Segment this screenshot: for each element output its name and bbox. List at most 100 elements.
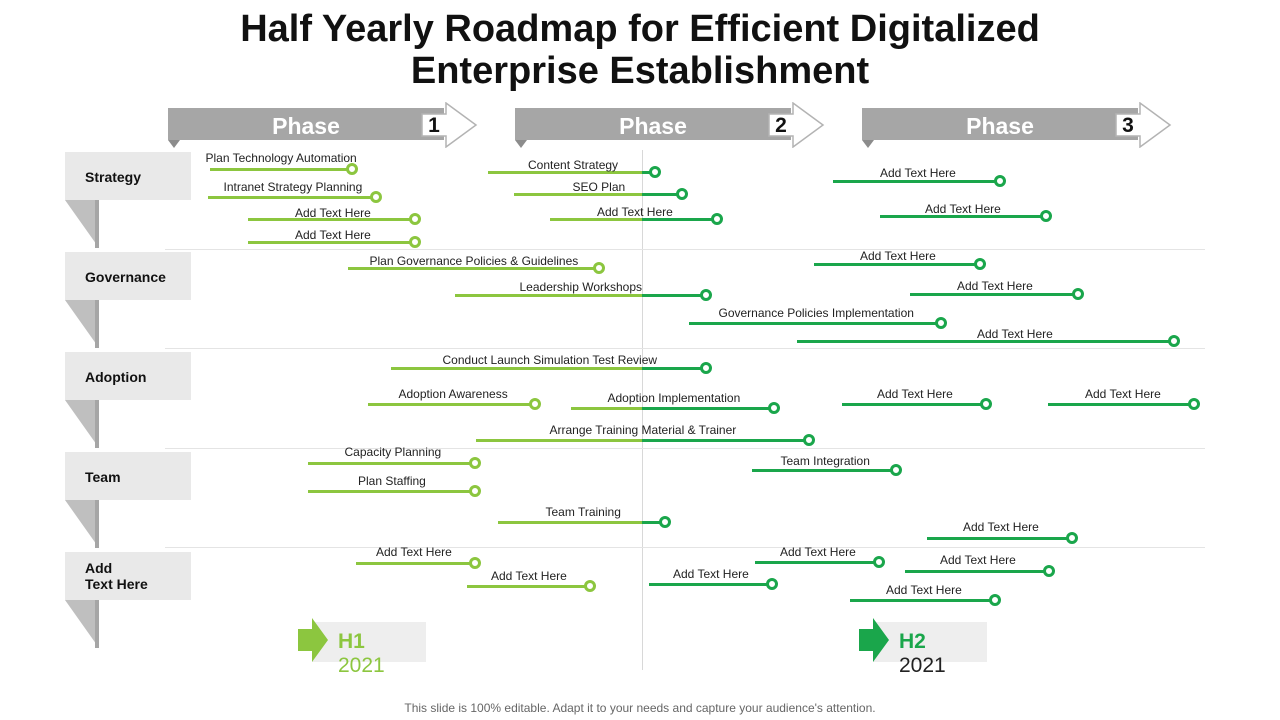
- task-milestone-dot: [989, 594, 1001, 606]
- task-milestone-dot: [1168, 335, 1180, 347]
- task-label: Add Text Here: [860, 249, 936, 263]
- task-label: Add Text Here: [977, 327, 1053, 341]
- task-label: Team Training: [545, 505, 621, 519]
- task-bar-line: [910, 293, 1078, 296]
- title-line-1: Half Yearly Roadmap for Efficient Digita…: [240, 8, 1040, 50]
- task-milestone-dot: [935, 317, 947, 329]
- row-fold-shape: [65, 600, 99, 648]
- h2-arrow-icon: [859, 618, 889, 662]
- row-label-text: Adoption: [85, 369, 147, 385]
- task-bar-line: [476, 439, 642, 442]
- task-bar-line: [642, 521, 665, 524]
- task-bar-line: [814, 263, 980, 266]
- task-milestone-dot: [469, 457, 481, 469]
- phase-label: Phase: [272, 113, 340, 139]
- row-label-adoption: Adoption: [65, 352, 191, 400]
- row-separator: [165, 547, 1205, 548]
- task-bar-line: [1048, 403, 1194, 406]
- task-bar-line: [850, 599, 995, 602]
- task-label: Content Strategy: [528, 158, 619, 172]
- task-bar-line: [642, 439, 809, 442]
- task-label: Add Text Here: [940, 553, 1016, 567]
- task-bar-line: [467, 585, 590, 588]
- task-bar-line: [880, 215, 1046, 218]
- task-label: Add Text Here: [295, 206, 371, 220]
- task-label: Plan Governance Policies & Guidelines: [369, 254, 579, 268]
- task-bar-line: [797, 340, 1174, 343]
- task-label: Add Text Here: [295, 228, 371, 242]
- task-label: Team Integration: [780, 454, 870, 468]
- task-label: Plan Technology Automation: [205, 151, 357, 165]
- task-bar-line: [498, 521, 642, 524]
- task-bar-line: [642, 193, 682, 196]
- task-milestone-dot: [700, 362, 712, 374]
- phase-arrow-shape: [515, 102, 825, 148]
- h1-year: 2021: [338, 654, 385, 677]
- task-milestone-dot: [469, 485, 481, 497]
- task-milestone-dot: [409, 213, 421, 225]
- task-milestone-dot: [873, 556, 885, 568]
- task-label: Add Text Here: [963, 520, 1039, 534]
- task-bar-line: [348, 267, 599, 270]
- task-bar-line: [488, 171, 642, 174]
- task-label: Capacity Planning: [344, 445, 442, 459]
- task-bar-line: [642, 367, 706, 370]
- page-title: Half Yearly Roadmap for Efficient Digita…: [0, 8, 1280, 92]
- task-milestone-dot: [766, 578, 778, 590]
- task-milestone-dot: [584, 580, 596, 592]
- half-year-divider: [642, 150, 643, 670]
- task-label: Add Text Here: [780, 545, 856, 559]
- task-label: Add Text Here: [886, 583, 962, 597]
- h1-label: H1 2021: [338, 630, 385, 678]
- task-bar-line: [927, 537, 1072, 540]
- phase-label: Phase: [619, 113, 687, 139]
- task-label: Add Text Here: [925, 202, 1001, 216]
- row-fold-shape: [65, 500, 99, 548]
- row-label-governance: Governance: [65, 252, 191, 300]
- task-bar-line: [208, 196, 376, 199]
- task-milestone-dot: [1188, 398, 1200, 410]
- task-milestone-dot: [700, 289, 712, 301]
- task-label: Adoption Awareness: [398, 387, 508, 401]
- task-bar-line: [391, 367, 642, 370]
- task-milestone-dot: [1043, 565, 1055, 577]
- task-label: Arrange Training Material & Trainer: [549, 423, 737, 437]
- task-bar-line: [642, 407, 774, 410]
- row-separator: [165, 249, 1205, 250]
- task-milestone-dot: [649, 166, 661, 178]
- task-milestone-dot: [676, 188, 688, 200]
- task-milestone-dot: [593, 262, 605, 274]
- task-milestone-dot: [890, 464, 902, 476]
- task-label: Plan Staffing: [358, 474, 426, 488]
- row-label-text: Strategy: [85, 169, 142, 185]
- task-bar-line: [308, 462, 475, 465]
- task-label: SEO Plan: [572, 180, 626, 194]
- title-line-2: Enterprise Establishment: [410, 50, 870, 92]
- task-milestone-dot: [659, 516, 671, 528]
- task-label: Conduct Launch Simulation Test Review: [442, 353, 658, 367]
- task-bar-line: [642, 218, 717, 221]
- h2-text: H2: [899, 630, 926, 653]
- task-bar-line: [755, 561, 879, 564]
- task-milestone-dot: [469, 557, 481, 569]
- task-label: Add Text Here: [880, 166, 956, 180]
- h1-marker-box: [312, 622, 426, 662]
- task-bar-line: [368, 403, 535, 406]
- task-bar-line: [248, 218, 415, 221]
- task-bar-line: [689, 322, 941, 325]
- task-bar-line: [550, 218, 642, 221]
- task-label: Add Text Here: [957, 279, 1033, 293]
- phase-number: 3: [1122, 114, 1134, 137]
- task-milestone-dot: [980, 398, 992, 410]
- task-milestone-dot: [711, 213, 723, 225]
- task-milestone-dot: [1066, 532, 1078, 544]
- task-bar-line: [833, 180, 1000, 183]
- phase-arrow-shape: [862, 102, 1172, 148]
- task-bar-line: [752, 469, 896, 472]
- task-bar-line: [514, 193, 642, 196]
- phase-number: 2: [775, 114, 787, 137]
- h2-marker-box: [873, 622, 987, 662]
- task-label: Add Text Here: [877, 387, 953, 401]
- task-bar-line: [905, 570, 1049, 573]
- row-label-text: Team: [85, 469, 121, 485]
